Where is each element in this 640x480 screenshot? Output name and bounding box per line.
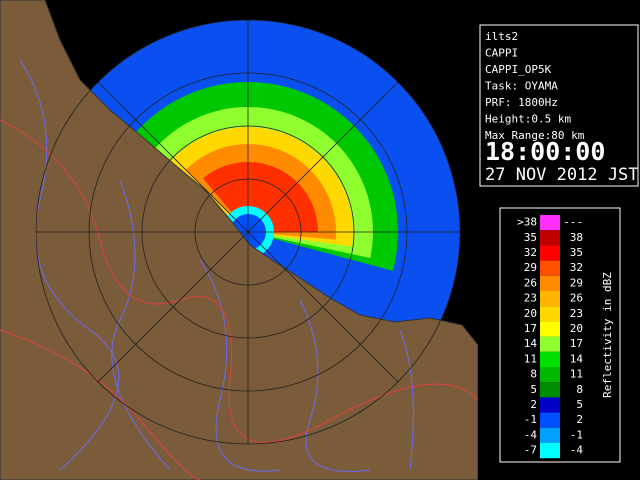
legend: >38 --- 35 38 32 35 29 32 26 29 23 26 20 23 17 20 14 17 11… xyxy=(517,215,584,459)
legend-high: 35 xyxy=(570,246,583,259)
legend-high: 8 xyxy=(576,383,583,396)
info-panel xyxy=(479,24,639,187)
legend-low: 20 xyxy=(524,307,537,320)
legend-high: 11 xyxy=(570,368,583,381)
color-swatch xyxy=(540,382,560,398)
legend-low: 2 xyxy=(530,398,537,411)
azimuth-lines xyxy=(36,20,460,444)
color-swatch xyxy=(540,397,560,413)
color-swatch xyxy=(540,215,560,231)
legend-low: 32 xyxy=(524,246,537,259)
legend-high: 5 xyxy=(576,398,583,411)
legend-high: 23 xyxy=(570,307,583,320)
range-rings xyxy=(35,19,461,445)
legend-high: 38 xyxy=(570,231,583,244)
legend-high: 29 xyxy=(570,276,583,289)
color-swatch xyxy=(540,427,560,443)
info-lines: ilts2 CAPPI CAPPI_OP5K Task: OYAMA PRF: 1800… xyxy=(485,30,585,142)
legend-low: 23 xyxy=(524,292,537,305)
legend-high: 26 xyxy=(570,292,583,305)
color-swatch xyxy=(540,336,560,352)
color-swatch xyxy=(540,260,560,276)
radar-map xyxy=(0,0,478,480)
rivers xyxy=(19,59,414,472)
color-swatch xyxy=(540,351,560,367)
legend-title: Reflectivity in dBZ xyxy=(601,272,614,398)
legend-low: 5 xyxy=(530,383,537,396)
echo-region xyxy=(203,162,318,232)
legend-high: 14 xyxy=(570,352,584,365)
info-line: CAPPI xyxy=(485,47,518,60)
legend-high: 17 xyxy=(570,337,583,350)
color-swatch xyxy=(540,306,560,322)
legend-low: 35 xyxy=(524,231,537,244)
legend-low: 14 xyxy=(524,337,538,350)
legend-high: --- xyxy=(563,216,583,229)
color-swatch xyxy=(540,443,560,459)
info-line: PRF: 1800Hz xyxy=(485,96,558,109)
info-line: Task: OYAMA xyxy=(485,80,558,93)
color-swatch xyxy=(540,367,560,383)
legend-low: -7 xyxy=(524,444,537,457)
legend-high: -1 xyxy=(570,428,583,441)
legend-low: 29 xyxy=(524,261,537,274)
color-swatch xyxy=(540,291,560,307)
info-line: Max Range:80 km xyxy=(485,129,585,142)
legend-low: -1 xyxy=(524,413,537,426)
legend-high: 32 xyxy=(570,261,583,274)
legend-low: 26 xyxy=(524,276,537,289)
date: 27 NOV 2012 JST xyxy=(485,165,639,185)
legend-high: 20 xyxy=(570,322,583,335)
time: 18:00:00 xyxy=(485,137,605,166)
legend-low: 17 xyxy=(524,322,537,335)
legend-high: 2 xyxy=(576,413,583,426)
legend-low: >38 xyxy=(517,216,537,229)
legend-low: 8 xyxy=(530,368,537,381)
color-swatch xyxy=(540,275,560,291)
legend-low: 11 xyxy=(524,352,537,365)
info-line: CAPPI_OP5K xyxy=(485,63,552,76)
color-swatch xyxy=(540,321,560,337)
legend-low: -4 xyxy=(524,428,538,441)
color-swatch xyxy=(540,412,560,428)
color-swatch xyxy=(540,230,560,246)
info-line: Height:0.5 km xyxy=(485,113,571,126)
color-swatch xyxy=(540,245,560,261)
boundaries xyxy=(0,119,478,480)
legend-high: -4 xyxy=(570,444,584,457)
info-line: ilts2 xyxy=(485,30,518,43)
